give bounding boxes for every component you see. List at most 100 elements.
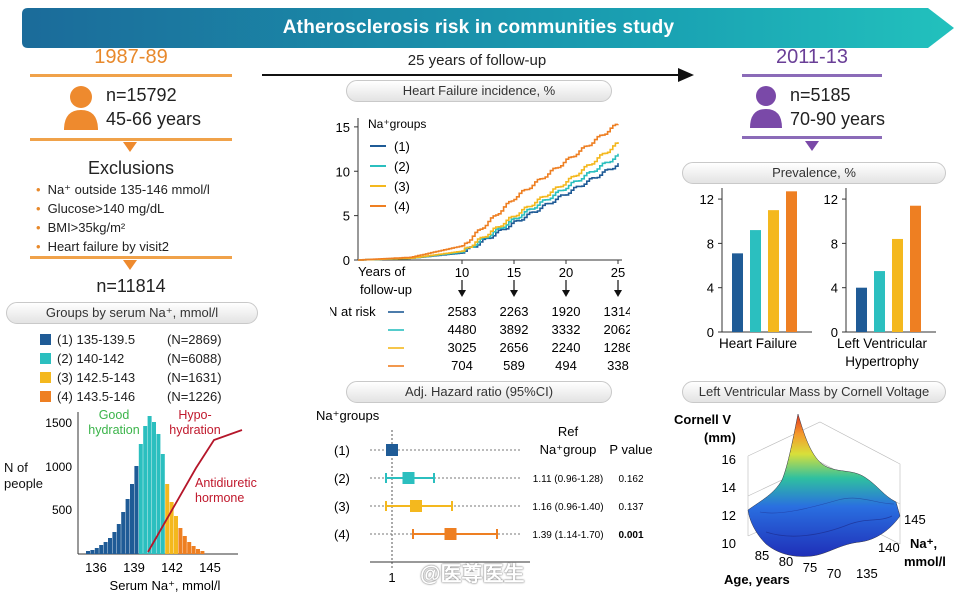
followup-arrow	[262, 68, 694, 82]
ci-text: 1.39 (1.14-1.70)	[532, 530, 603, 541]
histogram-bar	[130, 484, 134, 554]
na-axis-label-1: Na⁺,	[910, 536, 937, 551]
x-tick: 142	[161, 560, 183, 575]
histogram-bar	[174, 516, 178, 554]
y-tick: 5	[343, 209, 350, 224]
at-risk-value: 2583	[448, 304, 477, 319]
y-tick: 1000	[45, 460, 72, 474]
hr-chart-title: Adj. Hazard ratio (95%CI)	[346, 381, 612, 403]
y-tick: 0	[831, 325, 838, 340]
histogram-bar	[182, 536, 187, 554]
age-tick: 80	[779, 554, 793, 569]
z-axis-label-2: (mm)	[704, 430, 736, 445]
group-n: (N=1631)	[167, 370, 222, 385]
histogram-bar	[116, 524, 121, 554]
at-risk-value: 3025	[448, 340, 477, 355]
hf-chart-title: Heart Failure incidence, %	[346, 80, 612, 102]
at-risk-label: N at risk	[330, 304, 376, 319]
divider	[30, 74, 232, 77]
histogram-bar	[200, 551, 205, 554]
group-row: (4) 143.5-146 (N=1226)	[40, 387, 222, 406]
histogram-ylabel: N of people	[4, 460, 43, 491]
x-tick: 25	[611, 265, 625, 280]
at-risk-value: 2656	[500, 340, 529, 355]
hf-incidence-chart: 15 10 5 0 10 15 20 25 Na⁺groups (1) (2) (3) (4) Y…	[330, 117, 630, 373]
adh-label: Antidiuretic hormone	[195, 476, 257, 505]
prevalence-bar	[786, 191, 797, 332]
lvh-bar-label-1: Left Ventricular	[837, 336, 928, 351]
x-tick: 10	[455, 265, 469, 280]
hr-point	[410, 500, 422, 512]
down-arrow-head-icon	[510, 290, 518, 297]
hf-xlabel-1: Years of	[358, 264, 406, 279]
ref-label: Ref	[558, 424, 579, 439]
legend-label: (1)	[394, 139, 410, 154]
at-risk-value: 2062	[604, 322, 630, 337]
x-tick: 139	[123, 560, 145, 575]
lv-mass-title: Left Ventricular Mass by Cornell Voltage	[682, 381, 946, 403]
legend-label: (2)	[394, 159, 410, 174]
at-risk-value: 1286	[604, 340, 630, 355]
hf-bar-label: Heart Failure	[719, 336, 797, 351]
prevalence-bar	[732, 253, 743, 332]
prevalence-bar	[910, 205, 921, 332]
swatch	[40, 334, 51, 345]
at-risk-value: 2263	[500, 304, 529, 319]
y-tick: 12	[824, 192, 838, 207]
y-tick: 12	[700, 192, 714, 207]
series-line	[358, 123, 619, 261]
arrow-down-icon	[123, 260, 137, 270]
prevalence-bar	[892, 238, 903, 332]
arrow-down-icon	[123, 142, 137, 152]
x-tick: 1	[388, 570, 395, 585]
histogram-bar	[134, 466, 139, 554]
followup-period: 2011-13	[776, 46, 848, 68]
hypo-hydration-label: Hypo-hydration	[169, 408, 221, 437]
baseline-n: n=15792	[106, 85, 177, 105]
histogram-bar	[94, 548, 99, 554]
at-risk-value: 1314	[604, 304, 630, 319]
prevalence-title: Prevalence, %	[682, 162, 946, 184]
group-label: (2)	[334, 471, 350, 486]
at-risk-value: 1920	[552, 304, 581, 319]
swatch	[40, 353, 51, 364]
p-value: 0.137	[618, 502, 643, 513]
group-label: (3) 142.5-143	[57, 370, 136, 385]
at-risk-value: 3332	[552, 322, 581, 337]
hf-xlabel-2: follow-up	[360, 282, 412, 297]
group-n: (N=2869)	[167, 332, 222, 347]
na-axis-label-2: mmol/l	[904, 554, 946, 569]
watermark: @医尊医生	[420, 563, 525, 586]
y-tick: 15	[336, 120, 350, 135]
group-label: (2) 140-142	[57, 351, 125, 366]
x-tick: 20	[559, 265, 573, 280]
p-value: 0.162	[618, 474, 643, 485]
groups-legend: (1) 135-139.5 (N=2869) (2) 140-142 (N=6088…	[40, 330, 222, 406]
at-risk-value: 4480	[448, 322, 477, 337]
hazard-ratio-forest-plot: Na⁺groups Ref Na⁺group P value 1 (1) (2) 1…	[316, 408, 653, 585]
lv-mass-surface-plot: Cornell V (mm) 16 14 12 10 85 80 75 70 A…	[674, 412, 946, 587]
at-risk-value: 704	[451, 358, 473, 373]
group-row: (1) 135-139.5 (N=2869)	[40, 330, 222, 349]
exclusions-list: Na⁺ outside 135-146 mmol/l Glucose>140 m…	[36, 180, 246, 256]
histogram-bar	[152, 422, 156, 554]
swatch	[40, 372, 51, 383]
divider	[30, 256, 232, 259]
swatch	[40, 391, 51, 402]
y-tick: 500	[52, 503, 72, 517]
histogram-bar	[147, 416, 152, 554]
legend-title: Na⁺groups	[316, 408, 380, 423]
y-tick: 4	[707, 281, 714, 296]
ci-text: 1.11 (0.96-1.28)	[533, 474, 603, 485]
histogram-bar	[86, 551, 90, 554]
histogram-bar	[99, 545, 104, 554]
hr-point	[386, 444, 398, 456]
histogram-bar	[112, 532, 117, 554]
exclusion-item: Na⁺ outside 135-146 mmol/l	[36, 180, 246, 199]
na-tick: 135	[856, 566, 878, 581]
histogram-bar	[143, 426, 148, 554]
x-tick: 15	[507, 265, 521, 280]
y-tick: 0	[707, 325, 714, 340]
na-tick: 140	[878, 540, 900, 555]
divider	[742, 74, 882, 77]
